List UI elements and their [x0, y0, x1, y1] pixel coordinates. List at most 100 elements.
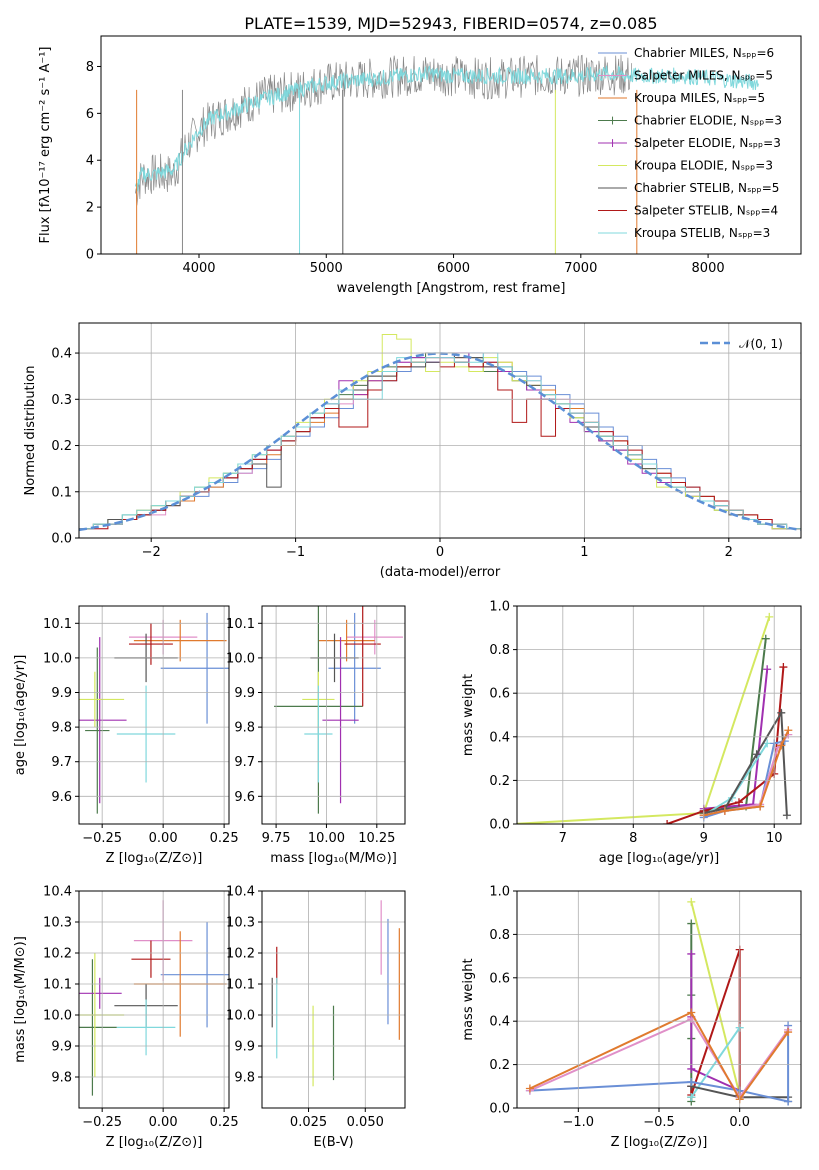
y-tick-label: 10.0	[226, 1009, 255, 1024]
x-tick-label: 4000	[182, 261, 215, 276]
y-tick-label: 9.9	[234, 1040, 255, 1055]
axes-frame	[261, 890, 406, 1109]
panel-5: −0.25 0.00 0.25 9.8 9.9 10.0 10.1 10.2 10.3 10.4 Z…	[13, 885, 239, 1151]
legend-label: Kroupa MILES, Nₛₚₚ=5	[634, 91, 765, 105]
axes-frame	[78, 605, 230, 825]
legend-label: Chabrier STELIB, Nₛₚₚ=5	[634, 181, 779, 195]
x-tick-label: −2	[142, 545, 161, 560]
plot-area	[79, 612, 229, 814]
panel-3: 9.75 10.00 10.25 9.6 9.7 9.8 9.9 10.0 10.1 mass […	[226, 605, 406, 866]
y-axis-label: Normed distribution	[23, 366, 38, 496]
chart-title: PLATE=1539, MJD=52943, FIBERID=0574, z=0…	[244, 14, 657, 33]
data-point-marker	[687, 1077, 696, 1086]
x-tick-label: 0.025	[290, 1115, 327, 1130]
y-tick-label: 9.7	[51, 755, 72, 770]
data-point-marker	[734, 798, 743, 807]
y-tick-label: 0.2	[489, 774, 510, 789]
x-tick-label: 8000	[692, 261, 725, 276]
plot-area	[134, 54, 759, 254]
x-axis-label: Z [log₁₀(Z/Z⊙)]	[611, 1135, 708, 1150]
data-point-marker	[784, 1028, 793, 1037]
x-tick-label: 9.75	[262, 831, 291, 846]
y-tick-label: 9.9	[51, 1040, 72, 1055]
axes-frame	[516, 605, 802, 825]
y-tick-label: 0.0	[489, 1102, 510, 1117]
y-tick-label: 9.6	[234, 790, 255, 805]
legend-label: Kroupa STELIB, Nₛₚₚ=3	[634, 226, 770, 240]
legend-label: Chabrier ELODIE, Nₛₚₚ=3	[634, 114, 782, 128]
panel-0: 4000 5000 6000 7000 8000 0 2 4 6 8 wavelength [Ang…	[38, 14, 802, 296]
y-tick-label: 0.2	[489, 1058, 510, 1073]
histogram-series	[79, 357, 801, 530]
x-tick-label: 0.25	[210, 831, 239, 846]
plot-area	[271, 900, 400, 1087]
y-tick-label: 0.6	[489, 971, 510, 986]
y-axis-label: Flux [fλ10⁻¹⁷ erg cm⁻² s⁻¹ A⁻¹]	[38, 47, 53, 244]
mass-weight-series	[529, 1017, 789, 1099]
data-point-marker	[777, 741, 786, 750]
mass-weight-series	[529, 1011, 789, 1102]
data-point-marker	[687, 1064, 696, 1073]
y-tick-label: 0	[86, 248, 94, 263]
data-point-marker	[663, 820, 672, 824]
y-axis-label: mass [log₁₀(M/M⊙)]	[13, 936, 28, 1063]
y-tick-label: 10.1	[226, 978, 255, 993]
legend-label: Salpeter STELIB, Nₛₚₚ=4	[634, 204, 778, 218]
axes-frame	[516, 890, 802, 1109]
mass-weight-series	[690, 953, 741, 1092]
y-tick-label: 0.4	[489, 1015, 510, 1030]
y-tick-label: 10.2	[226, 947, 255, 962]
y-tick-label: 2	[86, 201, 94, 216]
data-point-marker	[756, 802, 765, 811]
x-tick-label: 7	[559, 831, 567, 846]
y-tick-label: 1.0	[489, 600, 510, 615]
y-tick-label: 8	[86, 60, 94, 75]
y-axis-label: mass weight	[461, 958, 476, 1040]
y-tick-label: 10.1	[43, 978, 72, 993]
mass-weight-series	[517, 616, 771, 824]
data-point-marker	[720, 806, 729, 815]
x-tick-label: 0.00	[149, 831, 178, 846]
legend-label: Salpeter MILES, Nₛₚₚ=5	[634, 69, 773, 83]
x-axis-label: Z [log₁₀(Z/Z⊙)]	[106, 851, 203, 866]
panel-4: 7 8 9 10 0.0 0.2 0.4 0.6 0.8 1.0 age [log₁₀(age/yr…	[461, 600, 802, 866]
data-point-marker	[687, 949, 696, 958]
y-tick-label: 10.0	[226, 651, 255, 666]
y-tick-label: 0.3	[51, 393, 72, 408]
x-tick-label: −0.25	[82, 1115, 122, 1130]
plot-area	[517, 612, 793, 824]
data-point-marker	[687, 919, 696, 928]
x-tick-label: −0.25	[82, 831, 122, 846]
x-tick-label: 0.25	[210, 1115, 239, 1130]
y-tick-label: 10.3	[43, 916, 72, 931]
mass-weight-series	[690, 949, 741, 1096]
x-tick-label: −1	[286, 545, 305, 560]
x-tick-label: 8	[629, 831, 637, 846]
mass-weight-series	[690, 1027, 741, 1098]
legend-label: Kroupa ELODIE, Nₛₚₚ=3	[634, 159, 773, 173]
spectrum-line	[134, 65, 759, 192]
x-tick-label: 5000	[310, 261, 343, 276]
y-tick-label: 0.4	[51, 347, 72, 362]
y-tick-label: 0.4	[489, 730, 510, 745]
x-tick-label: 2	[725, 545, 733, 560]
y-tick-label: 0.8	[489, 643, 510, 658]
data-point-marker	[777, 708, 786, 717]
x-tick-label: 10	[766, 831, 783, 846]
y-tick-label: 0.0	[51, 532, 72, 547]
panel-1: −2 −1 0 1 2 0.0 0.1 0.2 0.3 0.4 (data-model)/error…	[23, 322, 802, 580]
axes-frame	[261, 605, 406, 825]
y-tick-label: 10.1	[226, 617, 255, 632]
y-tick-label: 10.0	[43, 1009, 72, 1024]
x-axis-label: (data-model)/error	[380, 565, 501, 580]
x-tick-label: 0	[436, 545, 444, 560]
panel-7: −1.0 −0.5 0.0 0.0 0.2 0.4 0.6 0.8 1.0 Z [log₁₀(Z/…	[461, 885, 802, 1150]
y-tick-label: 9.7	[234, 755, 255, 770]
y-tick-label: 10.4	[43, 885, 72, 900]
mass-weight-series	[690, 901, 741, 1096]
panel-6: 0.025 0.050 9.8 9.9 10.0 10.1 10.2 10.3 10.4 E(B-…	[226, 885, 406, 1150]
x-tick-label: 6000	[437, 261, 470, 276]
x-tick-label: −1.0	[563, 1115, 595, 1130]
y-axis-label: age [log₁₀(age/yr)]	[13, 655, 28, 776]
